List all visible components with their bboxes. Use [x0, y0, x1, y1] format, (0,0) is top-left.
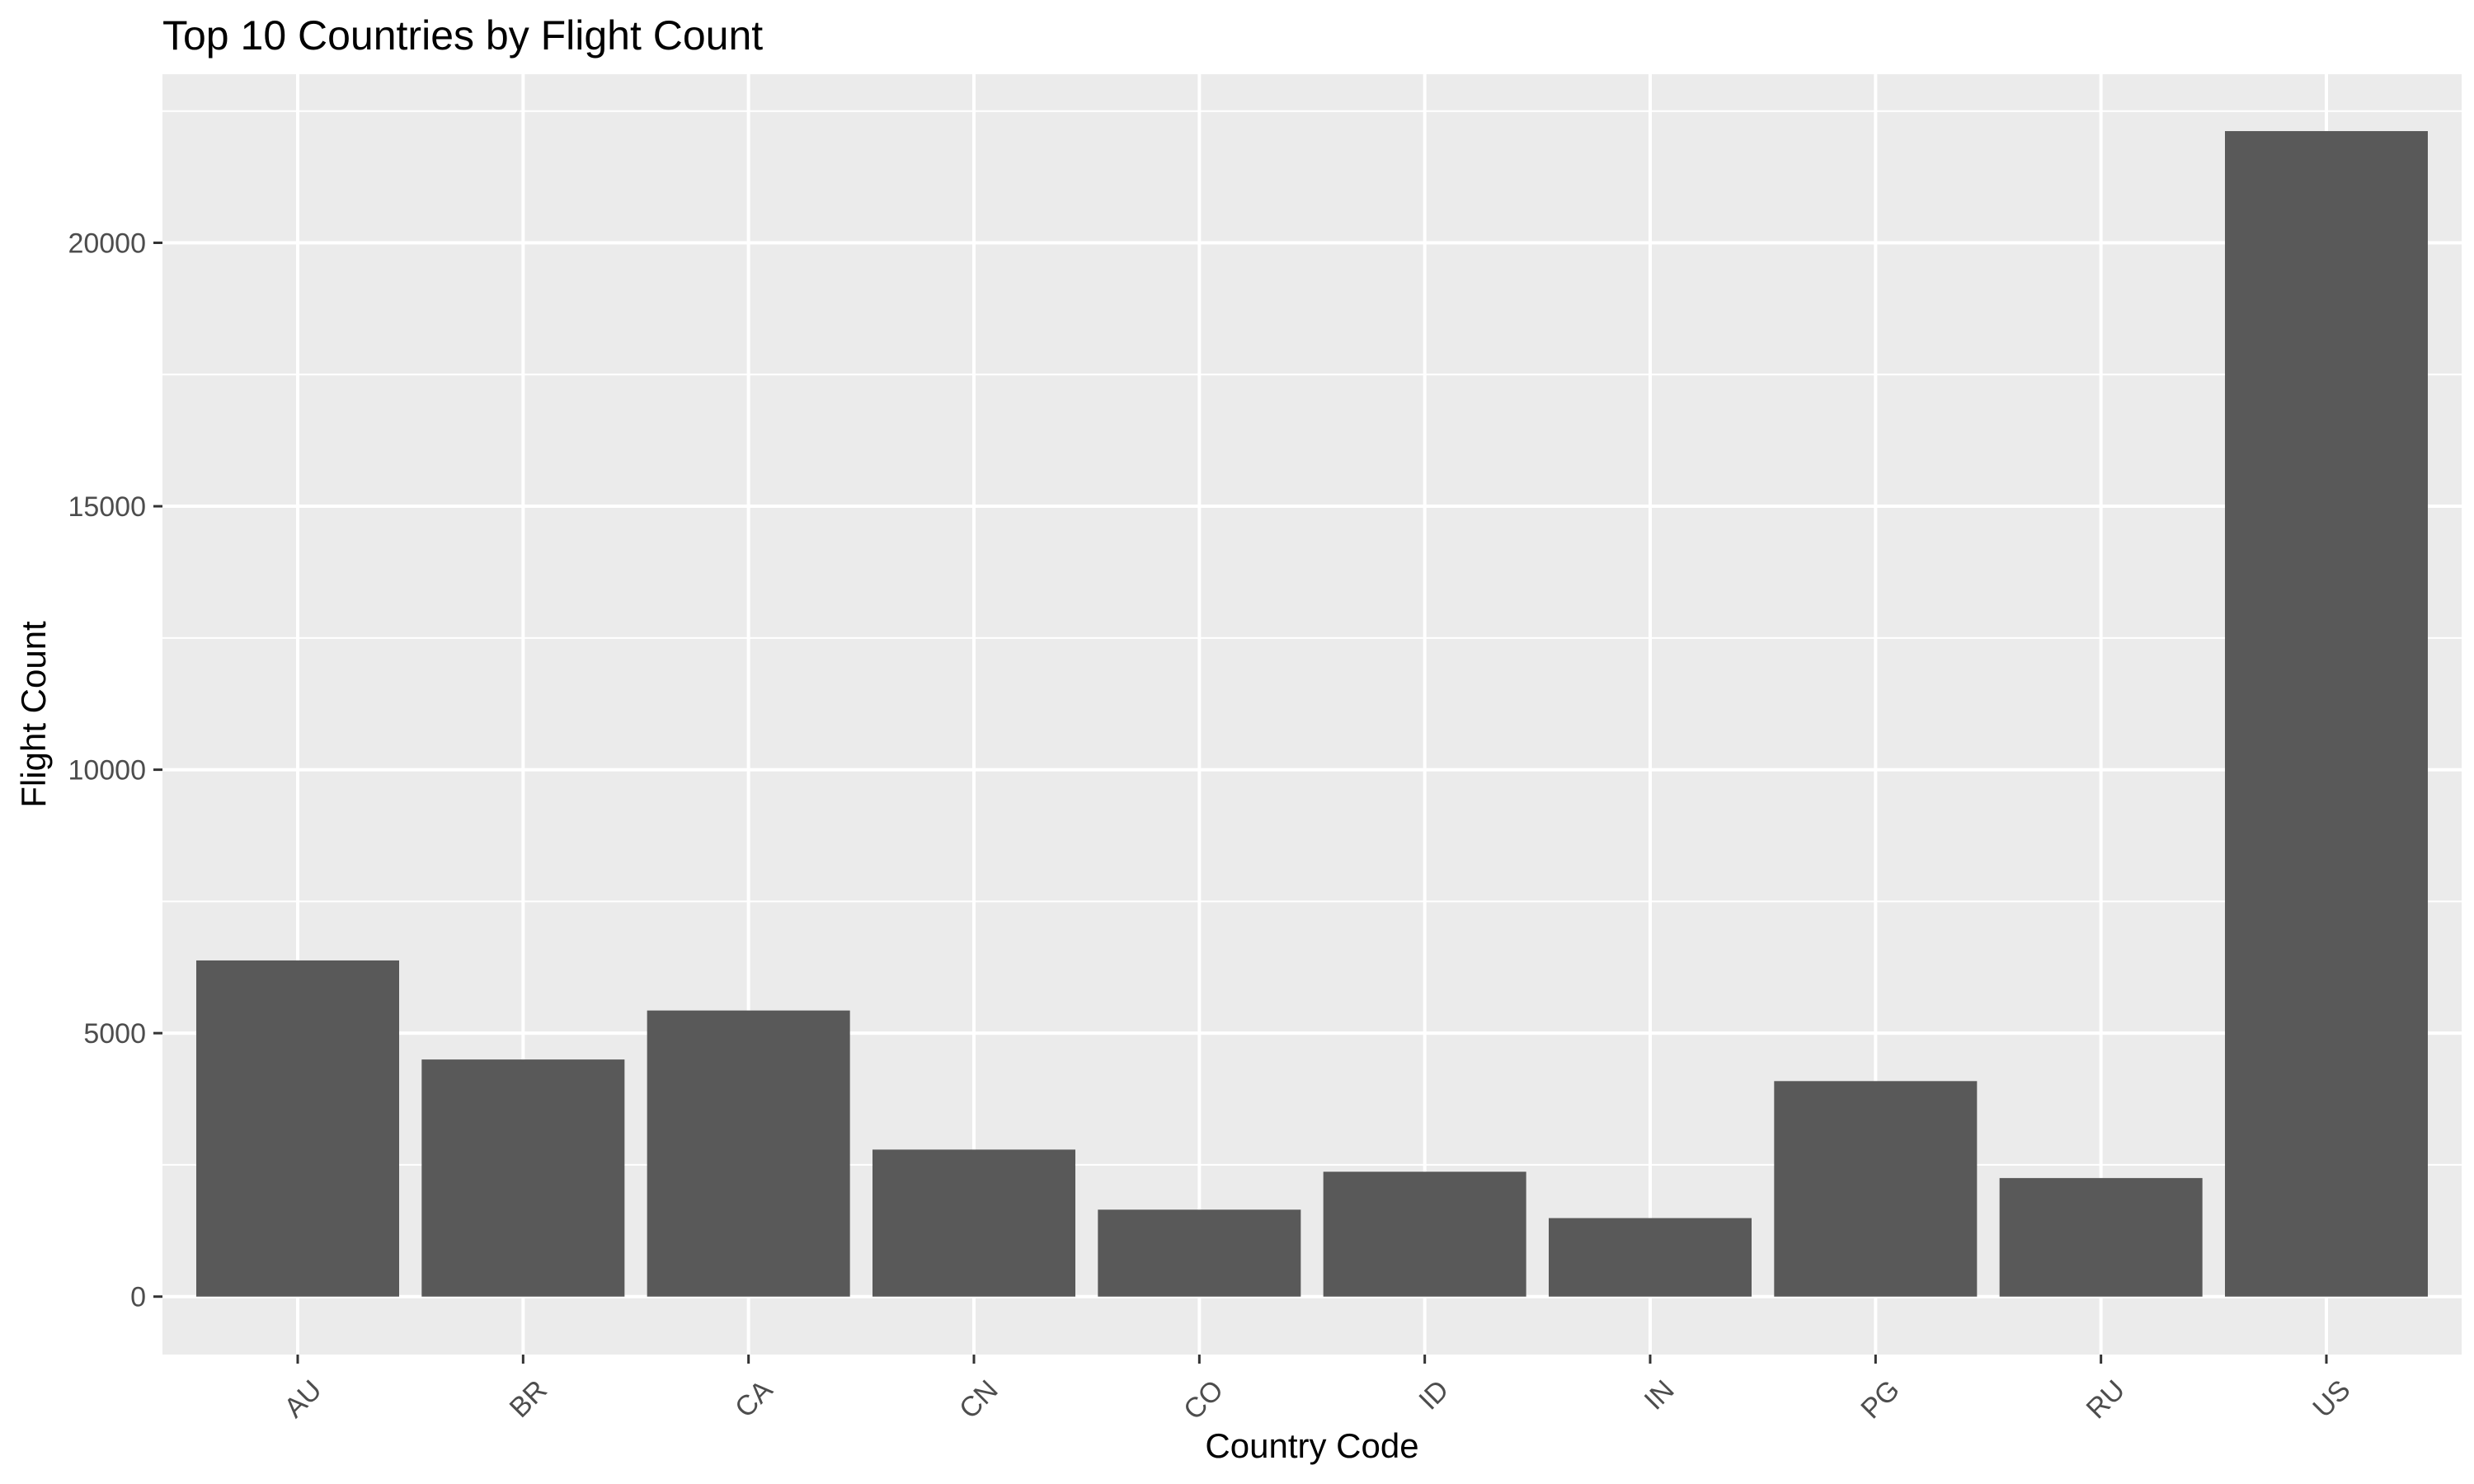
y-axis: 0 5000 10000 15000 20000: [68, 228, 162, 1313]
bar-br: [421, 1059, 625, 1297]
y-tick-label: 0: [130, 1282, 146, 1313]
x-axis: AU BR CA CN CO ID IN PG RU US: [278, 1355, 2357, 1426]
bar-ca: [647, 1010, 850, 1297]
bar-cn: [872, 1149, 1075, 1297]
bar-us: [2225, 131, 2428, 1297]
bar-in: [1549, 1218, 1752, 1297]
bar-ru: [1999, 1177, 2203, 1297]
x-tick-label: AU: [278, 1374, 327, 1424]
bars: [196, 131, 2428, 1297]
x-tick-label: RU: [2081, 1374, 2132, 1425]
chart-title: Top 10 Countries by Flight Count: [162, 12, 763, 59]
x-tick-label: US: [2307, 1374, 2356, 1424]
x-tick-label: PG: [1855, 1374, 1906, 1425]
y-tick-label: 5000: [83, 1018, 146, 1050]
bar-pg: [1774, 1081, 1978, 1297]
y-tick-label: 10000: [68, 755, 146, 787]
x-axis-title: Country Code: [1205, 1426, 1418, 1465]
x-tick-label: ID: [1413, 1374, 1455, 1416]
x-tick-label: IN: [1639, 1374, 1681, 1416]
bar-id: [1323, 1172, 1526, 1297]
x-tick-label: CA: [729, 1374, 778, 1424]
y-tick-label: 15000: [68, 491, 146, 523]
y-axis-title: Flight Count: [14, 621, 53, 808]
bar-co: [1098, 1209, 1301, 1297]
x-tick-label: BR: [504, 1374, 553, 1424]
x-tick-label: CN: [953, 1374, 1004, 1425]
x-tick-label: CO: [1178, 1374, 1230, 1426]
y-tick-label: 20000: [68, 228, 146, 260]
bar-au: [196, 960, 399, 1297]
